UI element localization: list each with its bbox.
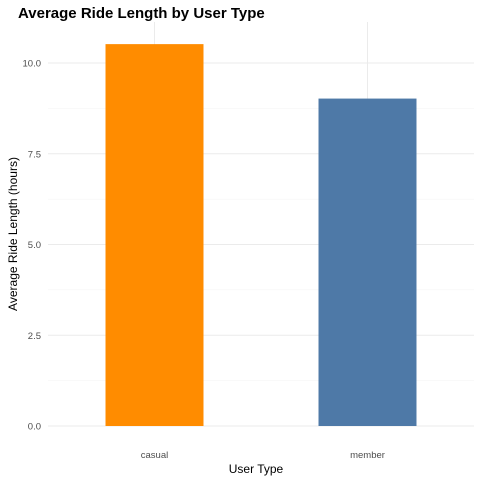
y-axis-label: Average Ride Length (hours) (6, 157, 20, 311)
bar-member (318, 98, 417, 426)
bar-casual (105, 44, 204, 427)
y-tick-label: 0.0 (28, 422, 41, 433)
x-axis-ticks: casual member (141, 450, 385, 461)
y-tick-label: 10.0 (23, 59, 42, 70)
chart-title: Average Ride Length by User Type (18, 5, 265, 22)
y-tick-label: 2.5 (28, 331, 41, 342)
y-tick-label: 7.5 (28, 149, 41, 160)
x-axis-label: User Type (229, 462, 284, 476)
y-tick-label: 5.0 (28, 240, 41, 251)
bars (105, 44, 417, 427)
x-tick-label: member (350, 450, 385, 461)
y-axis-ticks: 0.0 2.5 5.0 7.5 10.0 (23, 59, 42, 433)
x-tick-label: casual (141, 450, 168, 461)
